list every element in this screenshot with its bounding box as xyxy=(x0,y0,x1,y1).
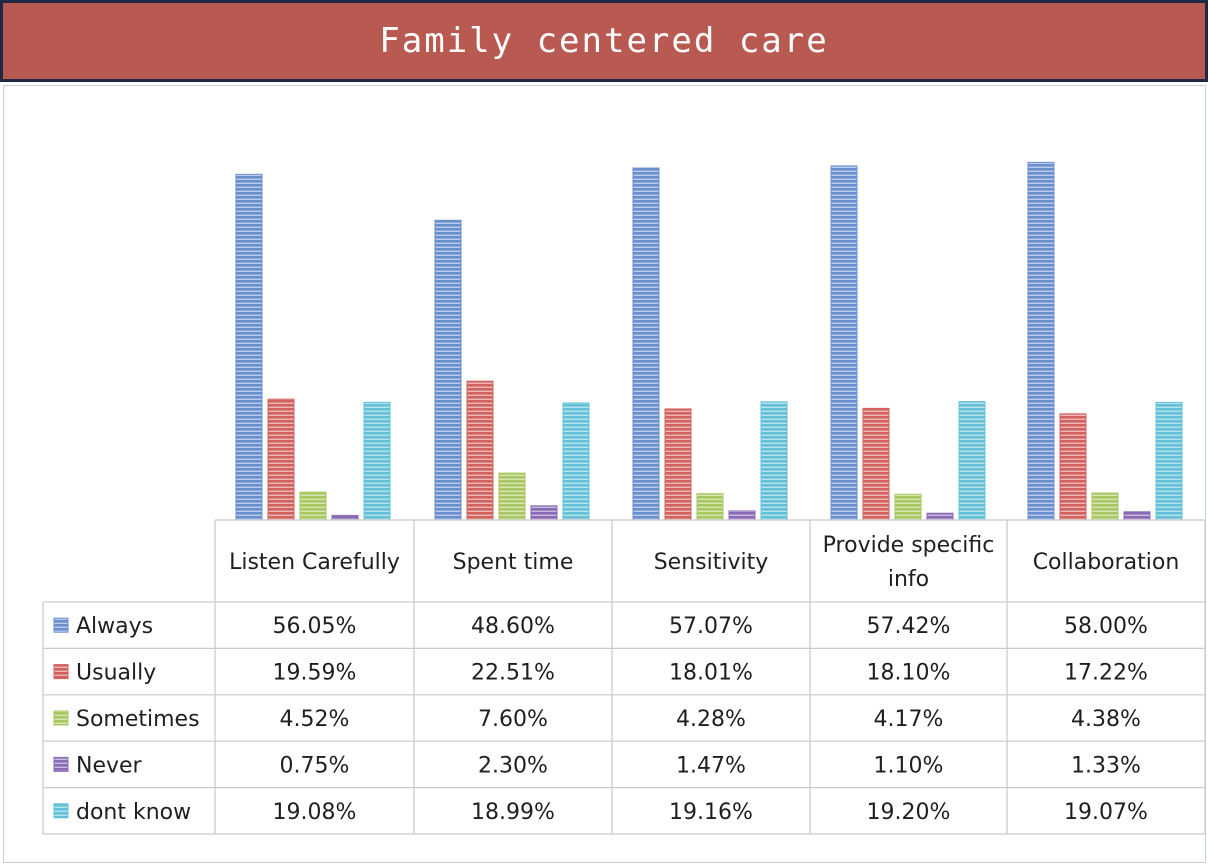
category-label: Listen Carefully xyxy=(229,550,400,575)
data-label: 57.42% xyxy=(867,614,951,639)
bar-always-4 xyxy=(1027,161,1055,521)
bar-usually-0 xyxy=(267,398,295,521)
data-label: 1.10% xyxy=(874,753,944,778)
bar-sometimes-1 xyxy=(498,472,526,521)
bar-never-2 xyxy=(728,510,756,521)
bar-always-3 xyxy=(830,165,858,521)
category-label: Collaboration xyxy=(1033,550,1180,575)
bar-always-1 xyxy=(434,219,462,521)
bar-sometimes-0 xyxy=(299,491,327,521)
chart-title: Family centered care xyxy=(379,21,829,61)
data-label: 19.59% xyxy=(273,661,357,686)
data-label: 48.60% xyxy=(471,614,555,639)
bar-never-1 xyxy=(530,505,558,521)
category-label: Sensitivity xyxy=(654,550,769,575)
legend-key-sometimes xyxy=(53,710,69,726)
data-label: 18.99% xyxy=(471,800,555,825)
legend-label: dont know xyxy=(76,800,191,825)
data-label: 2.30% xyxy=(478,753,548,778)
bar-sometimes-4 xyxy=(1091,492,1119,521)
bar-dont-know-2 xyxy=(760,401,788,521)
bar-usually-3 xyxy=(862,407,890,521)
data-label: 56.05% xyxy=(273,614,357,639)
data-label: 4.38% xyxy=(1071,707,1141,732)
legend-label: Always xyxy=(76,614,153,639)
data-label: 22.51% xyxy=(471,661,555,686)
bar-usually-1 xyxy=(466,380,494,521)
data-label: 19.20% xyxy=(867,800,951,825)
legend-label: Sometimes xyxy=(76,707,200,732)
data-label: 57.07% xyxy=(669,614,753,639)
bar-dont-know-0 xyxy=(363,401,391,521)
data-label: 4.28% xyxy=(676,707,746,732)
legend-key-dont-know xyxy=(53,803,69,819)
bar-always-2 xyxy=(632,167,660,521)
bar-usually-4 xyxy=(1059,413,1087,521)
bar-sometimes-3 xyxy=(894,493,922,521)
data-table-grid xyxy=(42,519,1206,835)
data-label: 58.00% xyxy=(1064,614,1148,639)
bar-never-0 xyxy=(331,514,359,521)
data-label: 17.22% xyxy=(1064,661,1148,686)
data-label: 18.01% xyxy=(669,661,753,686)
legend-key-usually xyxy=(53,664,69,680)
legend-label: Never xyxy=(76,753,143,778)
data-label: 4.52% xyxy=(280,707,350,732)
bar-never-4 xyxy=(1123,511,1151,521)
bar-always-0 xyxy=(235,173,263,521)
bar-dont-know-1 xyxy=(562,402,590,521)
data-label: 1.47% xyxy=(676,753,746,778)
data-label: 19.08% xyxy=(273,800,357,825)
data-label: 4.17% xyxy=(874,707,944,732)
bar-sometimes-2 xyxy=(696,493,724,521)
legend-label: Usually xyxy=(76,661,156,686)
bar-dont-know-4 xyxy=(1155,401,1183,521)
bar-usually-2 xyxy=(664,408,692,521)
chart-panel xyxy=(3,85,1206,863)
data-label: 7.60% xyxy=(478,707,548,732)
category-label: Spent time xyxy=(453,550,574,575)
title-banner: Family centered care xyxy=(0,0,1208,82)
data-label: 0.75% xyxy=(280,753,350,778)
data-label: 19.07% xyxy=(1064,800,1148,825)
data-label: 1.33% xyxy=(1071,753,1141,778)
bar-dont-know-3 xyxy=(958,401,986,521)
legend-key-never xyxy=(53,756,69,772)
category-label: Provide specific info xyxy=(823,533,995,592)
bar-never-3 xyxy=(926,512,954,521)
legend-key-always xyxy=(53,617,69,633)
data-label: 18.10% xyxy=(867,661,951,686)
data-label: 19.16% xyxy=(669,800,753,825)
